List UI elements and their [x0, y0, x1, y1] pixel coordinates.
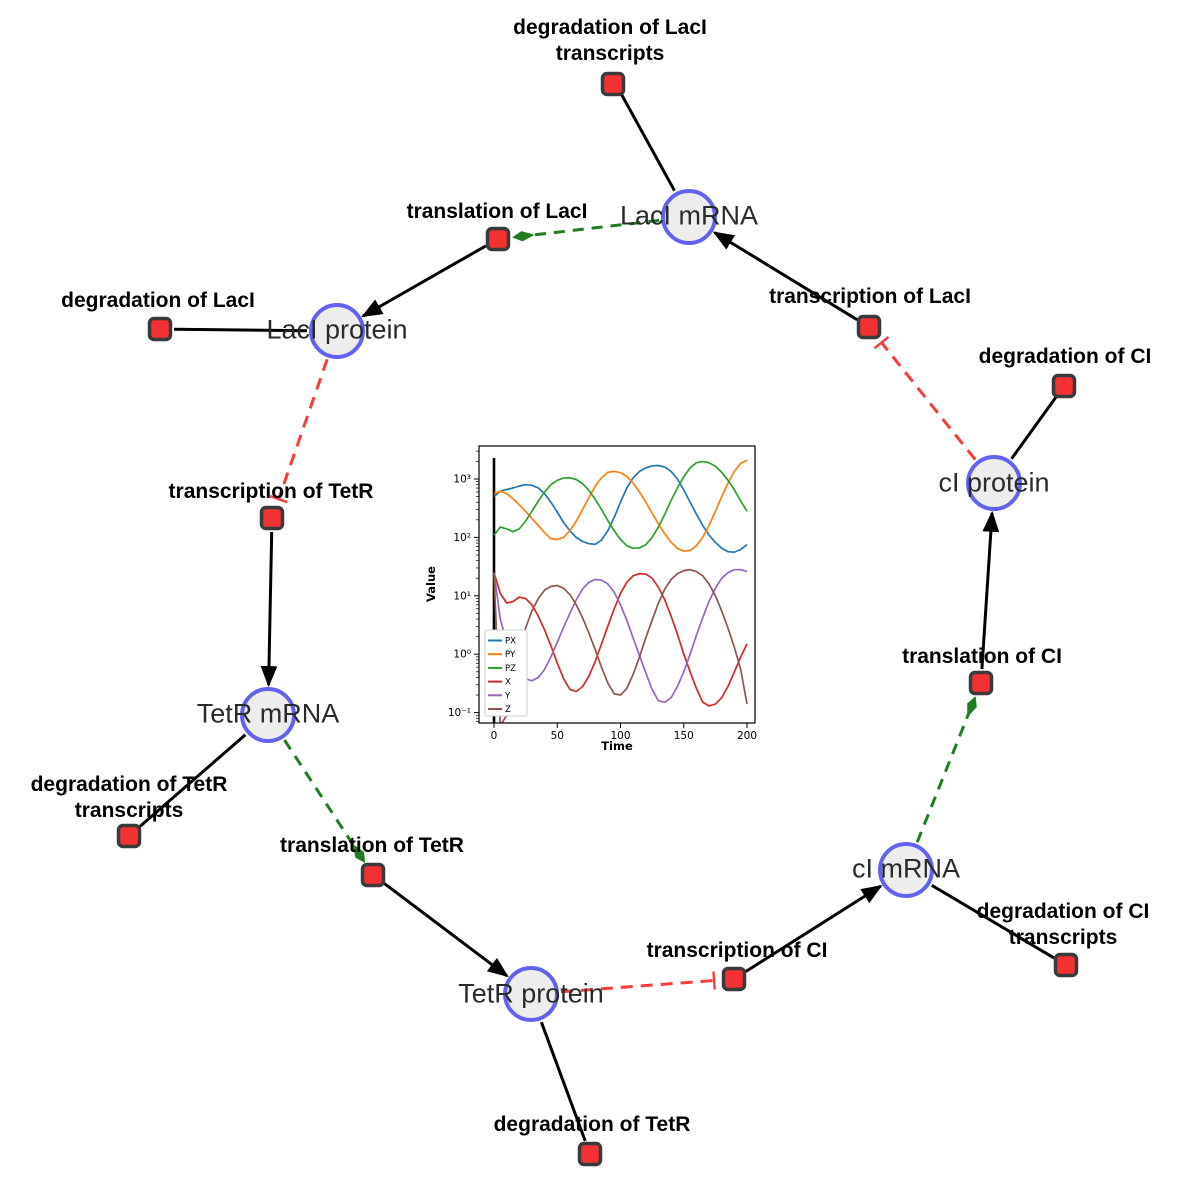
species-node-laci-mrna — [661, 189, 717, 245]
edge-translation-ci-to-ci-protein — [980, 510, 1000, 670]
reaction-label-translation-tetr: translation of TetR — [280, 834, 464, 857]
x-axis-label: Time — [601, 739, 633, 753]
x-tick-label: 100 — [610, 730, 630, 742]
edge-tetr-mrna-to-translation-tetr — [283, 739, 366, 863]
y-tick-label: 10¹ — [453, 590, 471, 602]
legend-label-PZ: PZ — [505, 664, 516, 674]
reaction-label-deg-laci: degradation of LacI — [61, 289, 255, 312]
species-label-laci-protein: LacI protein — [266, 314, 408, 345]
species-node-tetr-mrna — [240, 687, 296, 743]
x-tick-label: 150 — [674, 730, 694, 742]
reaction-label-line: degradation of TetR — [30, 773, 228, 796]
plot-series-Z — [493, 568, 748, 723]
reaction-node-transcription-tetr — [259, 505, 285, 531]
y-tick-label: 10⁻¹ — [448, 707, 471, 719]
plot-series-PY — [493, 459, 748, 553]
plot-series-Y — [493, 568, 748, 704]
reaction-label-translation-ci: translation of CI — [902, 645, 1062, 668]
reaction-label-translation-laci: translation of LacI — [406, 200, 588, 223]
legend-label-PY: PY — [505, 650, 516, 660]
reaction-node-deg-laci — [147, 316, 173, 342]
species-label-tetr-mrna: TetR mRNA — [196, 698, 340, 729]
edge-tetr-protein-inhibits-transcription-ci — [560, 971, 716, 994]
reaction-node-deg-ci — [1051, 373, 1077, 399]
edge-transcription-ci-to-ci-mrna — [744, 884, 883, 973]
reaction-node-transcription-ci — [721, 966, 747, 992]
edge-translation-laci-to-laci-protein — [361, 244, 487, 318]
edge-translation-tetr-to-tetr-protein — [383, 882, 509, 978]
edge-laci-protein-to-deg-laci — [173, 327, 308, 333]
legend-label-Y: Y — [504, 691, 511, 701]
reaction-node-deg-ci-transcripts — [1053, 952, 1079, 978]
legend-label-X: X — [505, 678, 511, 688]
species-node-ci-protein — [966, 455, 1022, 511]
y-tick-label: 10³ — [453, 474, 471, 486]
reaction-label-deg-ci-transcripts: degradation of CI transcripts — [977, 899, 1150, 951]
reaction-label-deg-ci: degradation of CI — [978, 345, 1152, 368]
plot-series-PX — [493, 464, 748, 553]
reaction-label-deg-tetr: degradation of TetR — [493, 1113, 691, 1136]
edge-ci-protein-to-deg-ci — [1010, 396, 1058, 460]
plot-series-X — [493, 572, 748, 707]
species-node-ci-mrna — [878, 842, 934, 898]
reaction-label-line: degradation of CI — [976, 900, 1150, 923]
reaction-node-translation-laci — [485, 226, 511, 252]
reaction-label-transcription-tetr: transcription of TetR — [168, 480, 374, 503]
reaction-label-deg-tetr-transcripts: degradation of TetR transcripts — [31, 772, 228, 824]
y-axis-label: Value — [424, 566, 438, 602]
x-tick-label: 50 — [551, 730, 564, 742]
y-tick-label: 10² — [453, 532, 471, 544]
reaction-node-deg-tetr-transcripts — [116, 823, 142, 849]
reaction-label-line: transcripts — [74, 799, 184, 822]
reaction-label-line: transcripts — [1008, 926, 1118, 949]
species-label-ci-mrna: cI mRNA — [852, 853, 960, 884]
species-label-laci-mrna: LacI mRNA — [619, 200, 759, 231]
x-tick-label: 0 — [491, 730, 498, 742]
edge-tetr-mrna-to-deg-tetr-transcripts — [138, 733, 247, 828]
legend-label-PX: PX — [505, 637, 516, 647]
species-node-laci-protein — [309, 303, 365, 359]
reaction-label-transcription-laci: transcription of LacI — [769, 285, 971, 308]
legend-label-Z: Z — [505, 705, 511, 715]
y-tick-label: 10⁰ — [453, 649, 471, 661]
reaction-label-deg-laci-transcripts: degradation of LacI transcripts — [513, 15, 707, 67]
reaction-label-transcription-ci: transcription of CI — [646, 939, 828, 962]
inset-plot: 0 50 100 150 200 10³ 10² 10¹ 10⁰ 10⁻¹ PX PY PZ XYZ Ti… — [424, 445, 757, 753]
edge-ci-protein-inhibits-transcription-laci — [873, 336, 977, 461]
edge-laci-mrna-to-deg-laci-transcripts — [618, 90, 676, 192]
species-label-tetr-protein: TetR protein — [458, 978, 604, 1009]
reaction-node-transcription-laci — [856, 314, 882, 340]
edge-laci-protein-inhibits-transcription-tetr — [269, 358, 329, 504]
species-label-ci-protein: cI protein — [938, 467, 1050, 498]
reaction-node-translation-tetr — [360, 862, 386, 888]
reaction-label-line: degradation of LacI — [513, 16, 707, 39]
reaction-node-deg-laci-transcripts — [600, 71, 626, 97]
reaction-node-translation-ci — [968, 670, 994, 696]
edge-ci-mrna-to-translation-ci — [915, 696, 977, 843]
edge-tetr-protein-to-deg-tetr — [539, 1021, 587, 1142]
species-node-tetr-protein — [503, 966, 559, 1022]
reaction-label-line: transcripts — [555, 42, 665, 65]
edge-laci-mrna-to-translation-laci — [512, 218, 660, 242]
edge-transcription-tetr-to-tetr-mrna — [260, 531, 278, 688]
edge-transcription-laci-to-laci-mrna — [712, 231, 858, 321]
x-tick-label: 200 — [737, 730, 757, 742]
plot-series-PZ — [493, 460, 748, 550]
plot-area: 0 50 100 150 200 10³ 10² 10¹ 10⁰ 10⁻¹ PX PY PZ XYZ — [448, 450, 757, 742]
edge-ci-mrna-to-deg-ci-transcripts — [931, 884, 1055, 960]
plot-spines — [478, 445, 756, 724]
reaction-node-deg-tetr — [577, 1141, 603, 1167]
